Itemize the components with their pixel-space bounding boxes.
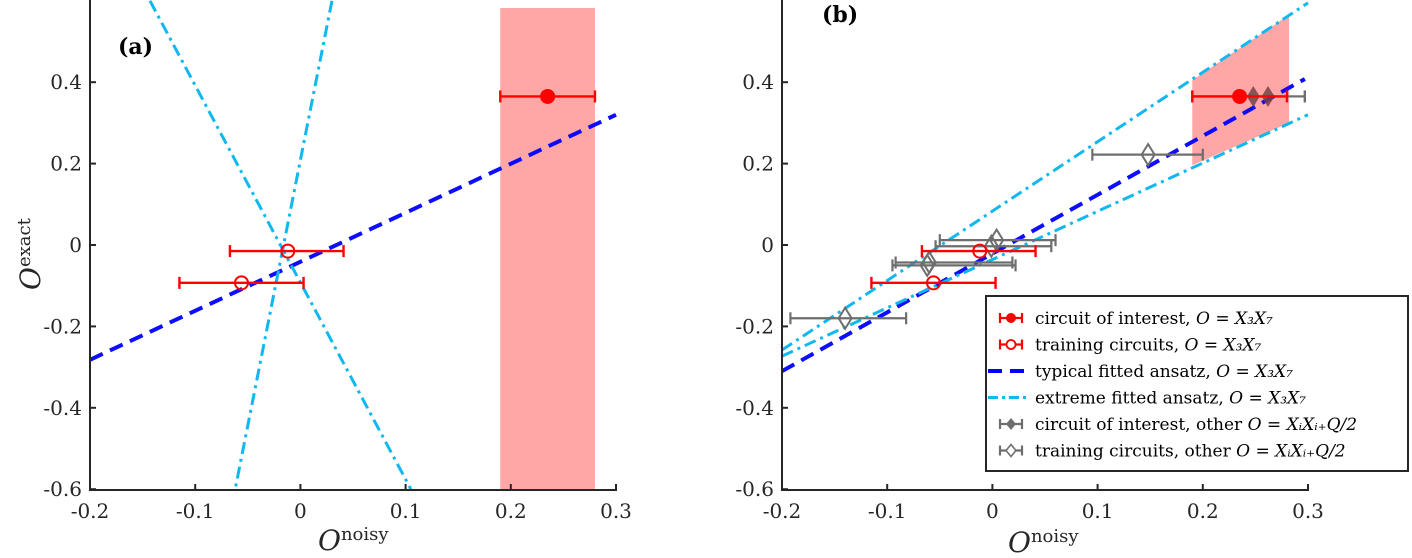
legend-label-text: typical fitted ansatz, — [1035, 362, 1216, 382]
x-axis-label-a: Onoisy — [318, 524, 389, 557]
y-tick-label: -0.2 — [43, 314, 82, 338]
legend-label-math: O = X₃X₇ — [1229, 389, 1306, 409]
fit-line — [782, 1, 1309, 352]
data-point-open-circle — [972, 243, 988, 259]
legend-label-text: training circuits, other — [1035, 442, 1236, 462]
axes: -0.2 -0.1 0 0.1 0.2 0.3 -0.6 -0.4 -0.2 0 0.2 0.4 — [735, 0, 1324, 523]
legend-label: typical fitted ansatz, O = X₃X₇ — [1035, 362, 1293, 382]
fit-line — [148, 0, 413, 490]
legend-label-math: O = XᵢXᵢ₊Q/2 — [1236, 442, 1346, 462]
legend-entry: training circuits, other O = XᵢXᵢ₊Q/2 — [998, 442, 1346, 462]
y-tick-label: -0.6 — [735, 477, 774, 501]
legend-label-math: O = X₃X₇ — [1216, 362, 1293, 382]
data-point-open-diamond — [1140, 142, 1156, 168]
legend-label-text: training circuits, — [1035, 336, 1185, 356]
fit-line — [782, 77, 1306, 373]
legend-filled-diamond-icon — [1006, 418, 1016, 430]
x-tick-label: 0 — [986, 499, 999, 523]
y-tick-label: -0.4 — [735, 396, 774, 420]
y-tick-label: 0.4 — [742, 70, 774, 94]
x-tick-label: -0.2 — [71, 499, 110, 523]
y-tick-label: -0.2 — [735, 314, 774, 338]
panel-b-label: (b) — [822, 2, 858, 28]
legend-label-math: O = XᵢXᵢ₊Q/2 — [1248, 415, 1358, 435]
x-tick-label: 0 — [294, 499, 307, 523]
legend-entry: extreme fitted ansatz, O = X₃X₇ — [988, 389, 1306, 409]
legend-label: training circuits, other O = XᵢXᵢ₊Q/2 — [1035, 442, 1346, 462]
legend-entry: typical fitted ansatz, O = X₃X₇ — [988, 362, 1293, 382]
y-tick-label: 0.4 — [50, 70, 82, 94]
legend-label-text: circuit of interest, — [1035, 309, 1196, 329]
legend-label-math: O = X₃X₇ — [1185, 336, 1262, 356]
x-axis-label-a-sup: noisy — [341, 524, 389, 545]
legend-entry: circuit of interest, other O = XᵢXᵢ₊Q/2 — [998, 415, 1357, 435]
y-axis-label: Oexact — [14, 217, 47, 290]
y-axis-label-main: O — [14, 267, 47, 290]
x-tick-label: 0.3 — [1292, 499, 1324, 523]
data-point-open-circle — [280, 243, 296, 259]
x-tick-label: 0.1 — [390, 499, 422, 523]
legend-entry: circuit of interest, O = X₃X₇ — [998, 309, 1273, 329]
data-point-filled-circle — [1232, 88, 1248, 104]
fit-line — [90, 112, 617, 362]
y-tick-label: -0.4 — [43, 396, 82, 420]
plot-area — [782, 1, 1309, 373]
y-tick-label: 0 — [69, 233, 82, 257]
legend-box — [985, 295, 1409, 472]
data-point-open-diamond — [837, 305, 853, 331]
svg-text:Oexact: Oexact — [14, 217, 47, 290]
legend-label-text: extreme fitted ansatz, — [1035, 389, 1229, 409]
x-axis-label-b-sup: noisy — [1031, 526, 1079, 547]
legend-label: circuit of interest, other O = XᵢXᵢ₊Q/2 — [1035, 415, 1357, 435]
panel-b-plot: -0.2 -0.1 0 0.1 0.2 0.3 -0.6 -0.4 -0.2 0 0.2 0.4 — [735, 0, 1324, 523]
y-tick-label: 0 — [761, 233, 774, 257]
y-tick-label: 0.2 — [742, 152, 774, 176]
x-tick-label: 0.1 — [1082, 499, 1114, 523]
legend-filled-circle-icon — [1006, 313, 1016, 323]
x-tick-label: 0.2 — [1187, 499, 1219, 523]
fit-line — [233, 0, 334, 490]
x-tick-label: 0.3 — [600, 499, 632, 523]
legend-label-text: circuit of interest, other — [1035, 415, 1248, 435]
y-tick-label: -0.6 — [43, 477, 82, 501]
axes: -0.2 -0.1 0 0.1 0.2 0.3 -0.6 -0.4 -0.2 0 0.2 0.4 — [43, 0, 632, 523]
x-tick-label: 0.2 — [495, 499, 527, 523]
legend-label: circuit of interest, O = X₃X₇ — [1035, 309, 1273, 329]
fit-line — [782, 113, 1309, 358]
y-axis-label-sup: exact — [14, 217, 35, 267]
legend-open-circle-icon — [1005, 339, 1017, 350]
panel-a-label: (a) — [118, 34, 153, 60]
plot-area — [90, 0, 617, 490]
legend-entry: training circuits, O = X₃X₇ — [998, 336, 1262, 356]
data-point-open-diamond — [919, 252, 935, 278]
legend-label: training circuits, O = X₃X₇ — [1035, 336, 1262, 356]
shaded-confidence-region — [500, 8, 595, 490]
x-tick-label: -0.1 — [868, 499, 907, 523]
y-tick-label: 0.2 — [50, 152, 82, 176]
data-point-open-circle — [233, 275, 249, 291]
legend-label: extreme fitted ansatz, O = X₃X₇ — [1035, 389, 1306, 409]
x-tick-label: -0.2 — [763, 499, 802, 523]
data-point-filled-circle — [540, 88, 556, 104]
x-axis-label-b-main: O — [1008, 526, 1031, 558]
data-point-open-diamond — [983, 233, 1000, 259]
x-axis-label-a-main: O — [318, 524, 341, 557]
x-tick-label: -0.1 — [176, 499, 215, 523]
panel-a-plot: -0.2 -0.1 0 0.1 0.2 0.3 -0.6 -0.4 -0.2 0 0.2 0.4 — [43, 0, 632, 523]
legend-open-diamond-icon — [1004, 443, 1018, 458]
x-axis-label-b: Onoisy — [1008, 526, 1079, 558]
legend-label-math: O = X₃X₇ — [1196, 309, 1273, 329]
data-point-open-circle — [925, 275, 941, 291]
